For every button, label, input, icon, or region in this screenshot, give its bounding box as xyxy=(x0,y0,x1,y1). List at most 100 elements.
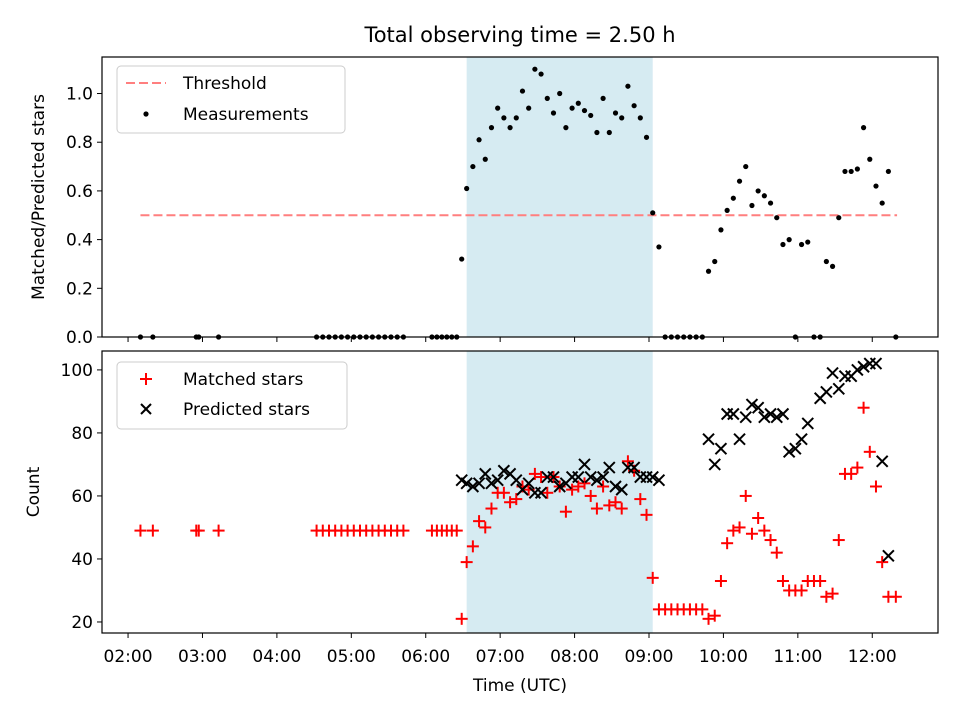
measurement-point xyxy=(606,129,612,136)
predicted-star-point xyxy=(714,442,728,455)
predicted-star-point xyxy=(596,470,610,484)
predicted-star-point xyxy=(652,473,666,487)
matched-star-point xyxy=(597,480,610,493)
predicted-star-point xyxy=(603,461,616,474)
measurement-point xyxy=(736,178,743,184)
measurement-point xyxy=(823,258,829,265)
chart-title: Total observing time = 2.50 h xyxy=(363,23,675,47)
predicted-star-point xyxy=(472,477,486,490)
predicted-star-point xyxy=(460,477,473,490)
observing-window-span xyxy=(466,57,653,337)
matched-star-point xyxy=(528,467,541,480)
matched-star-point xyxy=(876,556,889,569)
y-tick-label: 0.4 xyxy=(66,231,93,251)
x-tick-label: 09:00 xyxy=(624,647,673,667)
measurement-point xyxy=(780,241,786,248)
matched-star-point xyxy=(795,584,808,597)
measurement-point xyxy=(829,263,836,269)
matched-star-point xyxy=(615,502,628,515)
matched-star-point xyxy=(450,524,463,537)
measurement-point xyxy=(581,107,588,114)
measurement-point xyxy=(712,258,718,265)
x-tick-label: 06:00 xyxy=(401,647,450,667)
measurement-point xyxy=(526,105,532,111)
bottom-legend: Matched stars Predicted stars xyxy=(116,361,348,430)
measurement-point xyxy=(588,112,594,119)
top-axes-frame xyxy=(101,56,939,338)
matched-star-point xyxy=(708,609,721,622)
legend-matched-label: Matched stars xyxy=(183,370,303,390)
predicted-star-point xyxy=(485,477,498,490)
matched-star-point xyxy=(497,486,510,499)
y-tick-label: 0.6 xyxy=(66,182,93,202)
measurement-point xyxy=(879,200,885,206)
measurement-point xyxy=(650,210,656,216)
measurement-point xyxy=(656,244,662,250)
x-tick-label: 07:00 xyxy=(476,647,525,667)
predicted-star-point xyxy=(553,480,566,493)
predicted-star-point xyxy=(857,360,870,373)
predicted-star-point xyxy=(776,407,790,421)
predicted-star-point xyxy=(882,549,895,563)
bottom-panel: 20 40 60 80 100 02:00 03:00 04:00 05:00 06:00 07:… xyxy=(24,350,939,696)
y-tick-label: 40 xyxy=(71,550,93,570)
matched-star-point xyxy=(212,524,225,537)
legend-matched-swatch xyxy=(140,373,152,385)
predicted-star-point xyxy=(491,473,504,487)
matched-star-point xyxy=(863,445,876,458)
matched-star-point xyxy=(609,496,622,509)
bottom-y-axis-label: Count xyxy=(24,466,44,517)
measurement-point xyxy=(805,239,811,245)
matched-star-point xyxy=(590,502,603,515)
measurement-point xyxy=(774,215,780,221)
top-y-axis-label: Matched/Predicted stars xyxy=(29,94,49,300)
x-tick-label: 03:00 xyxy=(178,647,227,667)
measurement-point xyxy=(786,237,792,243)
measurement-point xyxy=(544,95,550,101)
measurement-point xyxy=(767,200,774,206)
predicted-star-point xyxy=(578,458,591,471)
x-tick-label: 11:00 xyxy=(773,647,822,667)
x-tick-label: 10:00 xyxy=(699,647,748,667)
measurement-point xyxy=(637,115,643,121)
matched-star-point xyxy=(584,489,597,502)
x-tick-label: 12:00 xyxy=(848,647,897,667)
bottom-y-ticks: 20 40 60 80 100 xyxy=(61,361,102,633)
measurement-point xyxy=(749,202,755,209)
top-y-ticks: 0.0 0.2 0.4 0.6 0.8 1.0 xyxy=(66,85,102,348)
matched-star-point xyxy=(869,480,882,493)
y-tick-label: 80 xyxy=(71,424,93,444)
predicted-star-point xyxy=(820,385,833,399)
measurement-point xyxy=(798,241,805,248)
matched-star-point xyxy=(845,467,858,480)
matched-star-point xyxy=(535,471,548,484)
predicted-star-point xyxy=(727,407,740,421)
predicted-star-point xyxy=(534,486,548,499)
measurement-point xyxy=(730,195,736,201)
matched-star-point xyxy=(504,496,517,509)
measurement-point xyxy=(513,115,519,121)
matched-star-point xyxy=(764,534,777,547)
y-tick-label: 1.0 xyxy=(66,85,93,105)
predicted-star-point xyxy=(609,480,622,493)
predicted-star-point xyxy=(758,410,771,424)
matched-star-point xyxy=(814,575,827,588)
predicted-star-point xyxy=(646,470,659,484)
x-tick-label: 04:00 xyxy=(252,647,301,667)
matched-star-point xyxy=(578,477,591,490)
predicted-star-point xyxy=(770,410,783,424)
matched-star-point xyxy=(572,480,585,493)
predicted-star-point xyxy=(869,357,883,370)
measurement-point xyxy=(842,168,848,175)
measurement-points xyxy=(137,66,899,340)
y-tick-label: 0.0 xyxy=(66,328,93,348)
y-tick-label: 100 xyxy=(61,361,93,381)
predicted-star-point xyxy=(497,464,511,477)
matched-star-point xyxy=(559,505,572,518)
predicted-star-point xyxy=(745,398,759,411)
matched-star-point xyxy=(752,511,765,524)
measurement-point xyxy=(625,83,631,89)
measurement-point xyxy=(594,129,600,136)
predicted-star-point xyxy=(851,363,864,377)
y-tick-label: 60 xyxy=(71,487,93,507)
